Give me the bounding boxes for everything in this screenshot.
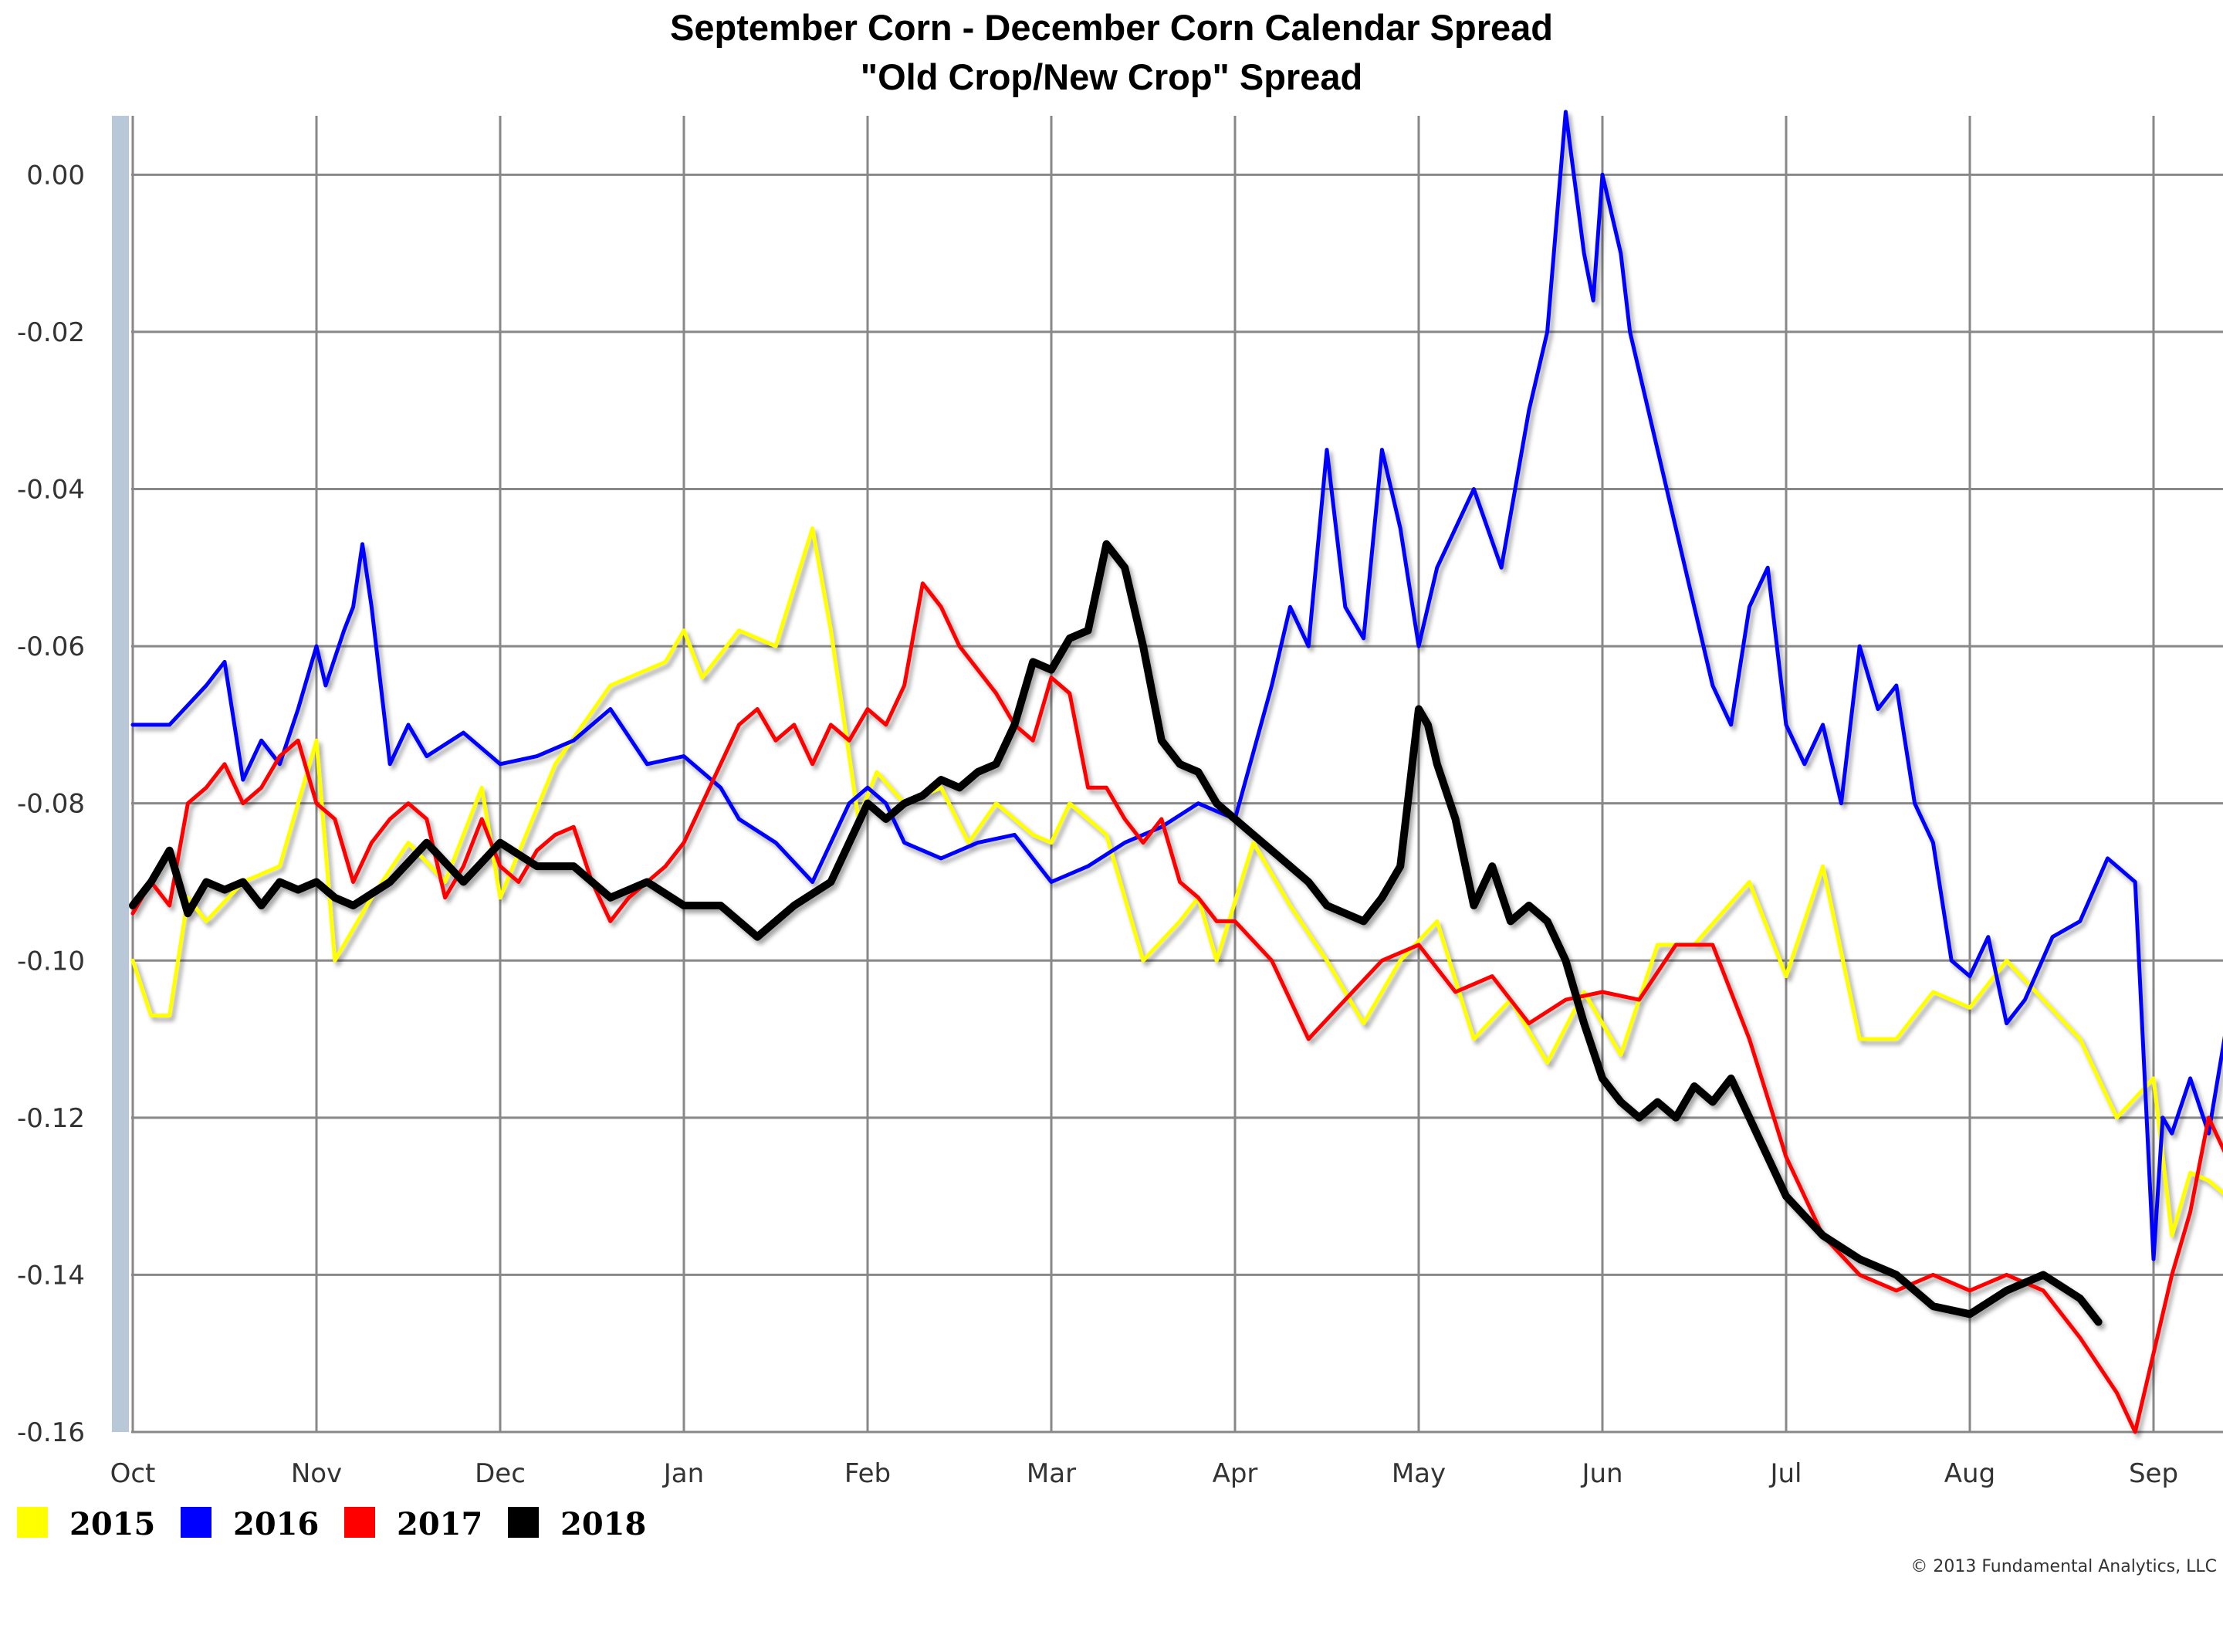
y-tick-label: -0.16: [17, 1417, 85, 1448]
y-axis-ticks: 0.00 -0.02 -0.04 -0.06 -0.08 -0.10 -0.12 -0.14 -…: [17, 160, 85, 1448]
x-tick-label: Oct: [110, 1458, 156, 1489]
x-tick-label: Feb: [844, 1458, 891, 1489]
y-tick-label: -0.06: [17, 631, 85, 662]
x-tick-label: Jan: [662, 1458, 704, 1489]
legend-swatch: [17, 1507, 48, 1538]
legend-label: 2016: [233, 1506, 319, 1542]
x-tick-label: Apr: [1213, 1458, 1258, 1489]
legend-swatch: [344, 1507, 375, 1538]
y-axis-bar: [112, 116, 129, 1432]
chart-subtitle: "Old Crop/New Crop" Spread: [861, 56, 1362, 97]
y-tick-label: -0.14: [17, 1260, 85, 1291]
y-tick-label: -0.04: [17, 475, 85, 506]
legend-item-2015[interactable]: 2015: [17, 1506, 155, 1542]
series-lines: [129, 110, 2223, 1434]
x-tick-label: Jul: [1768, 1458, 1802, 1489]
y-tick-label: -0.08: [17, 789, 85, 820]
x-tick-label: Jun: [1580, 1458, 1622, 1489]
y-tick-label: 0.00: [26, 160, 85, 191]
legend-item-2016[interactable]: 2016: [181, 1506, 319, 1542]
legend-item-2018[interactable]: 2018: [508, 1506, 646, 1542]
grid: [131, 116, 2223, 1434]
series-line-2018: [129, 540, 2103, 1326]
plot-area: [131, 116, 2223, 1432]
x-axis-ticks: Oct Nov Dec Jan Feb Mar Apr May Jun Jul Aug Sep: [110, 1458, 2178, 1489]
y-tick-label: -0.02: [17, 317, 85, 348]
x-tick-label: Sep: [2129, 1458, 2178, 1489]
y-tick-label: -0.12: [17, 1103, 85, 1134]
legend-label: 2015: [69, 1506, 155, 1542]
copyright-notice: © 2013 Fundamental Analytics, LLC: [1910, 1557, 2217, 1576]
x-tick-label: Nov: [291, 1458, 342, 1489]
legend: 2015 2016 2017 2018: [17, 1506, 646, 1542]
x-tick-label: Mar: [1027, 1458, 1076, 1489]
series-line-2016: [130, 110, 2223, 1261]
x-tick-label: Dec: [475, 1458, 526, 1489]
legend-swatch: [181, 1507, 211, 1538]
legend-item-2017[interactable]: 2017: [344, 1506, 482, 1542]
series-line-2015: [130, 526, 2223, 1237]
legend-label: 2017: [397, 1506, 482, 1542]
series-line-2017: [130, 581, 2223, 1434]
x-tick-label: Aug: [1944, 1458, 1995, 1489]
y-tick-label: -0.10: [17, 946, 85, 977]
chart-title: September Corn - December Corn Calendar …: [670, 7, 1553, 48]
x-tick-label: May: [1392, 1458, 1446, 1489]
legend-label: 2018: [560, 1506, 646, 1542]
legend-swatch: [508, 1507, 539, 1538]
